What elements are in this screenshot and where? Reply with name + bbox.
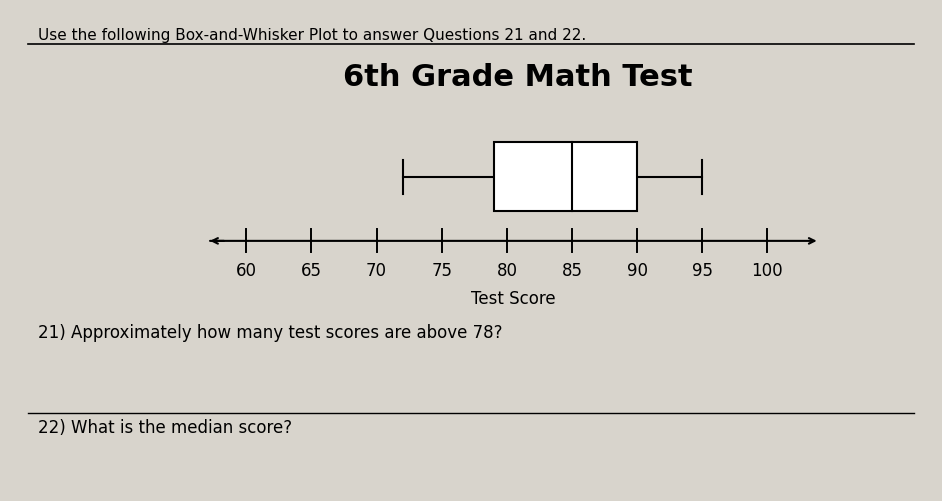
Text: 21) Approximately how many test scores are above 78?: 21) Approximately how many test scores a… [38,323,502,341]
Text: 85: 85 [561,261,582,279]
Text: 6th Grade Math Test: 6th Grade Math Test [343,63,693,92]
Text: 70: 70 [366,261,387,279]
Text: Test Score: Test Score [471,289,556,307]
Text: 65: 65 [300,261,322,279]
Text: 90: 90 [626,261,648,279]
Text: Use the following Box-and-Whisker Plot to answer Questions 21 and 22.: Use the following Box-and-Whisker Plot t… [38,28,586,43]
Bar [494,143,637,212]
Text: 22) What is the median score?: 22) What is the median score? [38,418,292,436]
Text: 80: 80 [496,261,517,279]
Text: 95: 95 [691,261,713,279]
Text: 75: 75 [431,261,452,279]
Text: 60: 60 [236,261,257,279]
Text: 100: 100 [752,261,783,279]
